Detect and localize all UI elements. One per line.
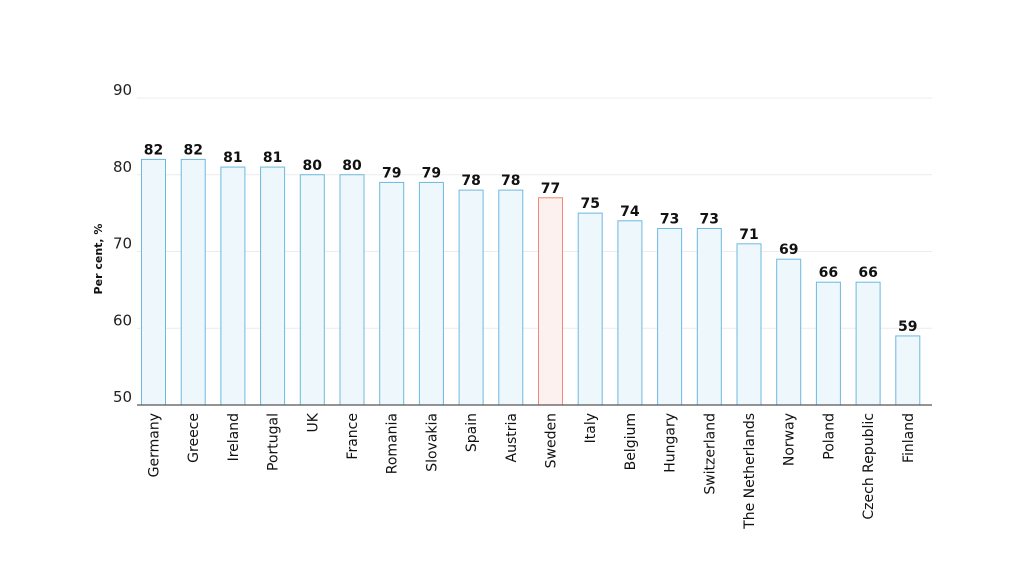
- value-label: 69: [779, 242, 798, 258]
- y-tick-label: 60: [113, 311, 132, 329]
- y-tick-label: 90: [113, 81, 132, 99]
- bar-greece: [180, 158, 206, 406]
- value-label: 77: [541, 181, 560, 197]
- x-tick-label: Belgium: [623, 413, 639, 470]
- x-tick-label: Finland: [901, 413, 917, 463]
- value-label: 73: [700, 211, 719, 227]
- value-labels: 82 82 81 81 80 80 79 79 78 78 77 75 74 73 73 71 69 66 66 59: [144, 142, 918, 335]
- bar-uk: [299, 174, 325, 406]
- bar-hungary: [657, 227, 683, 406]
- bar-sweden: [538, 197, 563, 406]
- value-label: 79: [422, 165, 441, 181]
- value-label: 66: [819, 265, 838, 281]
- value-label: 71: [739, 227, 758, 243]
- bar-spain: [458, 189, 484, 406]
- value-label: 81: [263, 150, 282, 166]
- y-axis-ticks: 50 60 70 80 90: [113, 81, 132, 406]
- value-label: 66: [858, 265, 877, 281]
- y-axis-label: Per cent, %: [92, 224, 105, 295]
- value-label: 82: [183, 142, 202, 158]
- value-label: 80: [303, 158, 323, 174]
- y-tick-label: 70: [113, 235, 132, 253]
- x-tick-label: Poland: [821, 413, 837, 460]
- x-tick-label: Switzerland: [702, 413, 718, 495]
- value-label: 78: [461, 173, 480, 189]
- x-tick-label: Germany: [147, 413, 163, 477]
- x-tick-label: Italy: [583, 413, 599, 443]
- x-tick-label: Czech Republic: [861, 413, 877, 520]
- x-tick-label: France: [345, 413, 361, 460]
- x-tick-label: Norway: [782, 413, 798, 466]
- bar-france: [339, 174, 365, 406]
- x-tick-label: Greece: [186, 413, 202, 463]
- value-label: 73: [660, 211, 679, 227]
- x-axis-ticks: Germany Greece Ireland Portugal UK France Roma…: [147, 412, 917, 530]
- x-tick-label: Romania: [385, 413, 401, 474]
- value-label: 82: [144, 142, 163, 158]
- value-label: 75: [580, 196, 599, 212]
- bars: [141, 158, 921, 406]
- value-label: 78: [501, 173, 520, 189]
- value-label: 74: [620, 204, 640, 220]
- x-tick-label: Sweden: [544, 413, 560, 468]
- bar-the-netherlands: [736, 243, 762, 406]
- bar-switzerland: [696, 227, 722, 406]
- gridlines: [137, 97, 932, 329]
- bar-romania: [379, 181, 405, 406]
- bar-poland: [815, 281, 841, 406]
- bar-slovakia: [418, 181, 444, 406]
- y-tick-label: 80: [113, 158, 132, 176]
- bar-belgium: [617, 220, 643, 406]
- x-tick-label: Portugal: [266, 413, 282, 471]
- y-tick-label: 50: [113, 388, 132, 406]
- x-tick-label: Hungary: [663, 413, 679, 473]
- x-tick-label: Austria: [504, 413, 520, 462]
- bar-italy: [577, 212, 603, 406]
- value-label: 59: [898, 319, 917, 335]
- bar-czech-republic: [855, 281, 881, 406]
- bar-portugal: [260, 166, 286, 406]
- bar-ireland: [220, 166, 246, 406]
- bar-germany: [141, 158, 166, 406]
- x-tick-label: UK: [305, 412, 321, 432]
- bar-norway: [776, 258, 802, 406]
- x-tick-label: Ireland: [226, 413, 242, 461]
- x-tick-label: Spain: [464, 413, 480, 452]
- value-label: 80: [342, 158, 362, 174]
- value-label: 81: [223, 150, 242, 166]
- bar-austria: [498, 189, 524, 406]
- bar-finland: [895, 335, 921, 406]
- x-tick-label: The Netherlands: [742, 413, 758, 530]
- x-tick-label: Slovakia: [424, 413, 440, 472]
- value-label: 79: [382, 165, 401, 181]
